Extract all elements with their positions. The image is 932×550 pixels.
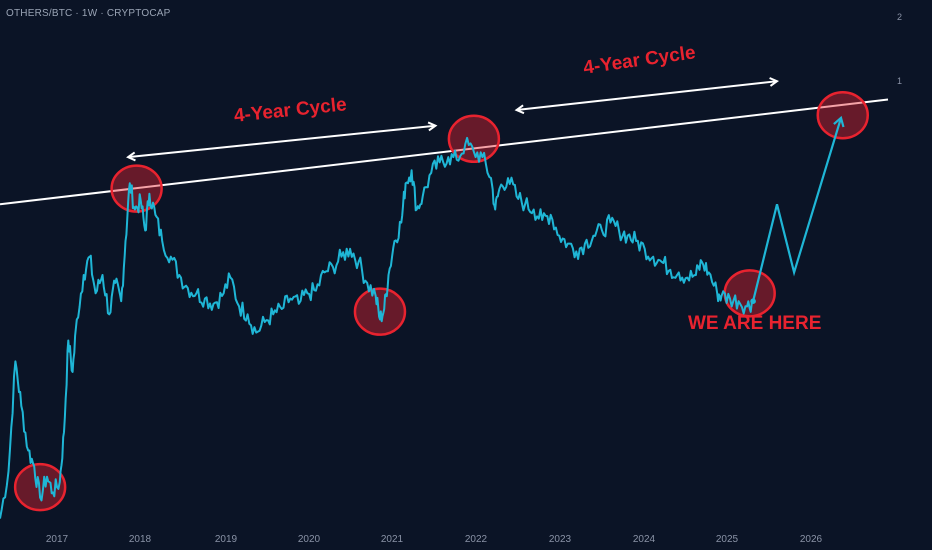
x-tick-label: 2018 xyxy=(128,534,152,545)
y-tick-label: 2 xyxy=(897,12,903,22)
x-tick-label: 2020 xyxy=(297,534,321,545)
x-tick-label: 2019 xyxy=(214,534,238,545)
x-tick-label: 2022 xyxy=(464,534,488,545)
cycle-double-arrow xyxy=(128,126,435,157)
symbol-label: OTHERS/BTC · 1W · CRYPTOCAP xyxy=(6,8,171,19)
x-tick-label: 2024 xyxy=(632,534,656,545)
we-are-here-label: WE ARE HERE xyxy=(688,313,822,334)
x-tick-label: 2017 xyxy=(45,534,69,545)
x-tick-label: 2023 xyxy=(548,534,572,545)
highlight-circle xyxy=(816,90,869,140)
x-tick-label: 2026 xyxy=(799,534,823,545)
cycle-double-arrow xyxy=(517,81,777,110)
x-tick-label: 2021 xyxy=(380,534,404,545)
x-tick-label: 2025 xyxy=(715,534,739,545)
y-tick-label: 1 xyxy=(897,76,903,86)
projection-line xyxy=(752,115,845,302)
resistance-trendline xyxy=(0,98,889,206)
current-price-point xyxy=(750,298,756,304)
highlight-circle xyxy=(447,114,501,164)
price-series-line xyxy=(0,136,754,519)
